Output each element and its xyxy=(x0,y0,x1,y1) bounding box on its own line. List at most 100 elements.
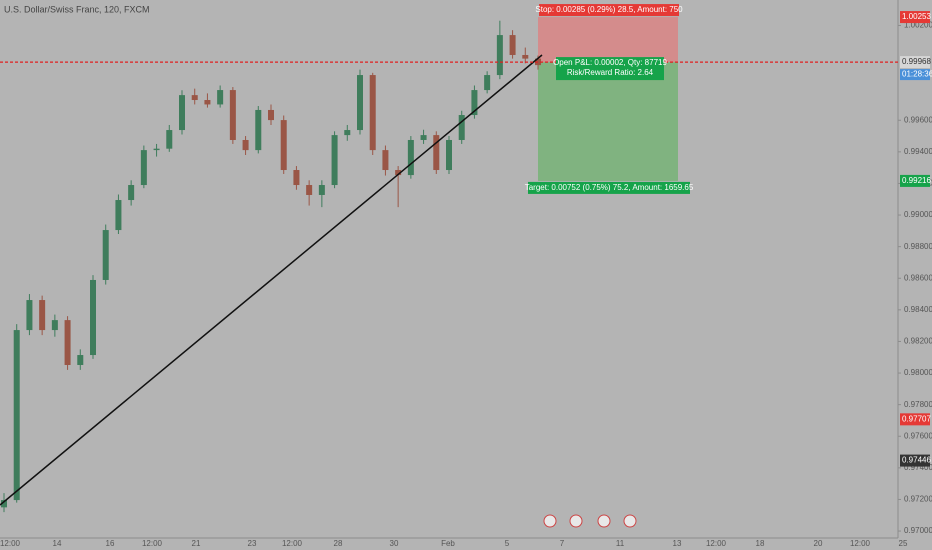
event-icon xyxy=(543,514,557,528)
candle-body xyxy=(166,130,173,149)
event-icon xyxy=(569,514,583,528)
y-tick-label: 0.99000 xyxy=(904,210,932,219)
x-tick-label: 25 xyxy=(899,539,908,548)
y-tick-label: 0.98000 xyxy=(904,368,932,377)
x-tick-label: 28 xyxy=(334,539,343,548)
candle-body xyxy=(191,95,198,101)
candle-body xyxy=(179,95,185,131)
candle-body xyxy=(128,185,135,201)
y-tick-label: 0.97200 xyxy=(904,495,932,504)
x-tick-label: 20 xyxy=(814,539,823,548)
candle-body xyxy=(306,185,313,195)
x-tick-label: 16 xyxy=(106,539,115,548)
candle-body xyxy=(293,170,300,186)
candle-body xyxy=(446,139,452,171)
y-tick-label: 0.99400 xyxy=(904,147,932,156)
stop-zone xyxy=(538,17,678,63)
candle-body xyxy=(420,135,427,140)
stop-label: Stop: 0.00285 (0.29%) 28.5, Amount: 750 xyxy=(535,5,683,14)
price-tag-label: 0.99216 xyxy=(902,176,931,185)
x-tick-label: 12:00 xyxy=(0,539,21,548)
candle-body xyxy=(64,320,71,365)
candle-body xyxy=(280,120,287,171)
stop-label-box xyxy=(539,4,679,17)
candle-body xyxy=(140,150,147,186)
price-tag-label: 0.99968 xyxy=(902,57,931,66)
candle-body xyxy=(242,139,249,151)
candle-body xyxy=(407,139,414,176)
x-tick-label: 12:00 xyxy=(282,539,303,548)
x-tick-label: 13 xyxy=(673,539,682,548)
candle-body xyxy=(433,135,440,171)
open-pl-label: Open P&L: 0.00002, Qty: 87719 xyxy=(553,58,667,67)
price-tag-label: 0.97446 xyxy=(902,456,931,465)
candle-body xyxy=(102,230,109,280)
chart-title: U.S. Dollar/Swiss Franc, 120, FXCM xyxy=(4,4,150,14)
candle-body xyxy=(229,90,236,140)
y-tick-label: 0.98600 xyxy=(904,273,932,282)
candle-body xyxy=(153,148,160,151)
x-tick-label: Feb xyxy=(441,539,455,548)
price-tag xyxy=(900,11,930,24)
price-tag xyxy=(900,454,930,467)
candle-body xyxy=(331,135,338,186)
candle-body xyxy=(90,279,96,356)
y-tick-label: 0.98200 xyxy=(904,337,932,346)
candle-body xyxy=(1,500,7,508)
x-tick-label: 12:00 xyxy=(142,539,163,548)
x-tick-label: 5 xyxy=(505,539,510,548)
trend-line xyxy=(0,54,543,506)
pl-box xyxy=(556,57,664,81)
y-tick-label: 0.98800 xyxy=(904,242,932,251)
candle-body xyxy=(471,90,478,116)
y-tick-label: 0.97600 xyxy=(904,431,932,440)
candle-body xyxy=(318,185,325,195)
candle-body xyxy=(13,330,20,501)
candle-body xyxy=(115,200,122,231)
candle-body xyxy=(382,150,389,171)
price-tag-label: 0.97707 xyxy=(902,414,931,423)
y-tick-label: 0.99600 xyxy=(904,115,932,124)
x-tick-label: 12:00 xyxy=(850,539,871,548)
y-tick-label: 0.97800 xyxy=(904,400,932,409)
x-tick-label: 12:00 xyxy=(706,539,727,548)
event-icon xyxy=(623,514,637,528)
x-tick-label: 30 xyxy=(390,539,399,548)
price-tag-label: 1.00253 xyxy=(902,12,931,21)
candle-body xyxy=(496,35,503,76)
candle-body xyxy=(39,300,46,331)
y-tick-label: 0.97000 xyxy=(904,526,932,535)
candle-body xyxy=(357,75,363,131)
event-icon xyxy=(597,514,611,528)
x-tick-label: 7 xyxy=(560,539,565,548)
candle-body xyxy=(26,300,33,331)
y-tick-label: 0.97400 xyxy=(904,463,932,472)
candle-body xyxy=(217,90,224,105)
candle-body xyxy=(458,115,465,140)
x-tick-label: 14 xyxy=(53,539,62,548)
candle-body xyxy=(268,109,274,121)
y-tick-label: 1.00200 xyxy=(904,21,932,30)
candle-body xyxy=(522,54,529,59)
price-tag xyxy=(900,174,930,187)
x-tick-label: 11 xyxy=(616,539,625,548)
target-label: Target: 0.00752 (0.75%) 75.2, Amount: 16… xyxy=(525,183,694,192)
candle-body xyxy=(509,35,516,55)
candle-body xyxy=(484,75,491,91)
price-tag xyxy=(900,56,930,69)
target-zone xyxy=(538,62,678,181)
price-tag xyxy=(900,413,930,426)
x-tick-label: 23 xyxy=(248,539,257,548)
countdown: 01:28:36 xyxy=(902,70,932,79)
target-label-box xyxy=(528,181,690,194)
candle-body xyxy=(51,320,58,331)
candle-body xyxy=(255,109,262,151)
risk-reward-label: Risk/Reward Ratio: 2.64 xyxy=(567,68,654,77)
y-tick-label: 0.98400 xyxy=(904,305,932,314)
candle-body xyxy=(344,130,351,136)
x-tick-label: 18 xyxy=(756,539,765,548)
candle-body xyxy=(77,355,84,365)
